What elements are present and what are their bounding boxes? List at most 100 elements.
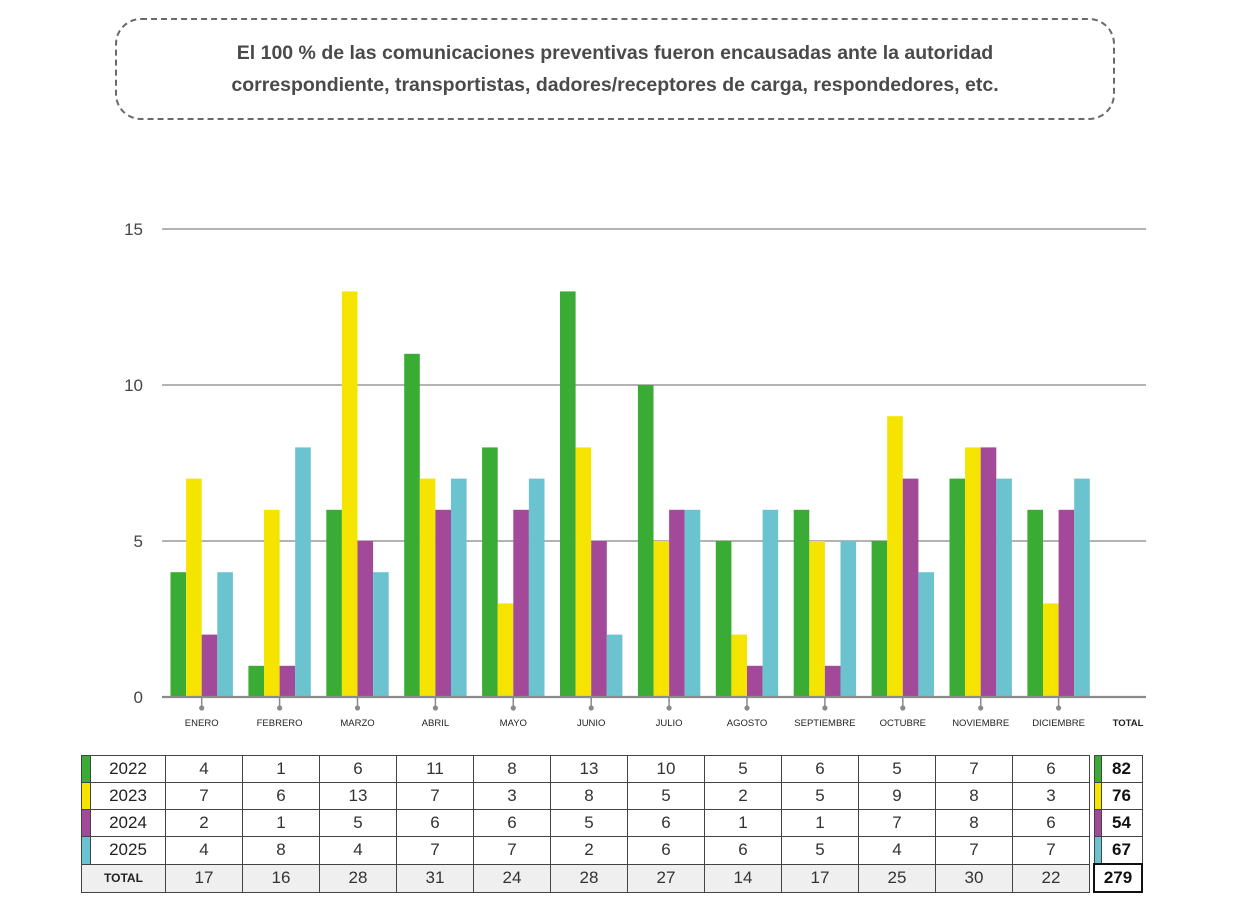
grand-total: 279 (1093, 863, 1143, 893)
bar-2023-enero (186, 478, 202, 697)
y-tick-label-0: 0 (134, 688, 143, 707)
bar-2024-mayo (513, 509, 529, 697)
x-label-abril: ABRIL (422, 718, 449, 729)
cell-2025-mayo: 7 (473, 836, 551, 865)
x-tick-dot-diciembre (1056, 705, 1062, 711)
bar-2025-febrero (295, 447, 311, 697)
series-label-2023: 2023 (90, 782, 166, 810)
cell-2022-julio: 10 (627, 755, 705, 783)
cell-2024-septiembre: 1 (781, 809, 859, 837)
cell-2023-julio: 5 (627, 782, 705, 810)
cell-2025-octubre: 4 (858, 836, 936, 865)
x-tick-dot-agosto (744, 705, 750, 711)
month-total-mayo: 24 (473, 863, 551, 893)
data-table-body: 2022 4 1 6 11 8 13 10 5 6 5 7 6 82 2023 7 6 13 7 3 8 5 2 5 9 8 3 76… (81, 755, 1143, 893)
bar-2022-diciembre (1027, 509, 1043, 697)
x-tick-dot-octubre (900, 705, 906, 711)
x-label-octubre: OCTUBRE (880, 718, 926, 729)
bar-2022-octubre (871, 541, 888, 697)
cell-2024-febrero: 1 (242, 809, 320, 837)
total-2023: 76 (1100, 782, 1143, 810)
bar-2025-septiembre (840, 541, 857, 697)
bar-2022-mayo (482, 447, 498, 697)
cell-2022-enero: 4 (165, 755, 243, 783)
cell-2023-junio: 8 (550, 782, 628, 810)
month-total-noviembre: 30 (935, 863, 1013, 893)
total-swatch-2024 (1093, 809, 1102, 837)
bar-2024-marzo (357, 541, 374, 697)
month-total-enero: 17 (165, 863, 243, 893)
cell-2024-noviembre: 8 (935, 809, 1013, 837)
bar-2025-abril (451, 478, 467, 697)
bar-2025-junio (606, 634, 623, 697)
cell-2022-marzo: 6 (319, 755, 397, 783)
legend-swatch-2023 (81, 782, 91, 810)
legend-swatch-2022 (81, 755, 91, 783)
month-total-septiembre: 17 (781, 863, 859, 893)
bar-2024-agosto (747, 665, 763, 697)
cell-2025-junio: 2 (550, 836, 628, 865)
total-2024: 54 (1100, 809, 1143, 837)
cell-2025-septiembre: 5 (781, 836, 859, 865)
series-label-2024: 2024 (90, 809, 166, 837)
cell-2023-octubre: 9 (858, 782, 936, 810)
cell-2025-febrero: 8 (242, 836, 320, 865)
bar-2023-septiembre (809, 541, 825, 697)
bar-2024-septiembre (824, 665, 841, 697)
bar-2025-julio (684, 509, 701, 697)
x-label-total: TOTAL (1113, 718, 1144, 729)
cell-2023-agosto: 2 (704, 782, 782, 810)
cell-2022-noviembre: 7 (935, 755, 1013, 783)
bar-2022-agosto (715, 541, 732, 697)
x-tick-dot-enero (199, 705, 205, 711)
cell-2024-mayo: 6 (473, 809, 551, 837)
bar-2023-julio (653, 541, 670, 697)
x-label-julio: JULIO (656, 718, 683, 729)
bar-2025-diciembre (1074, 478, 1090, 697)
data-table: 2022 4 1 6 11 8 13 10 5 6 5 7 6 82 2023 7 6 13 7 3 8 5 2 5 9 8 3 76… (81, 755, 1143, 893)
note-box: El 100 % de las comunicaciones preventiv… (115, 18, 1115, 120)
cell-2023-abril: 7 (396, 782, 474, 810)
month-total-febrero: 16 (242, 863, 320, 893)
bar-2024-abril (435, 509, 451, 697)
x-label-diciembre: DICIEMBRE (1032, 718, 1085, 729)
total-2022: 82 (1100, 755, 1143, 783)
cell-2025-diciembre: 7 (1012, 836, 1090, 865)
bar-2024-febrero (279, 665, 296, 697)
bar-2025-enero (217, 572, 233, 697)
x-tick-dot-junio (588, 705, 594, 711)
cell-2022-agosto: 5 (704, 755, 782, 783)
cell-2025-marzo: 4 (319, 836, 397, 865)
month-total-marzo: 28 (319, 863, 397, 893)
table-row-2023: 2023 7 6 13 7 3 8 5 2 5 9 8 3 76 (81, 782, 1143, 810)
bar-2022-julio (637, 385, 654, 697)
x-label-marzo: MARZO (340, 718, 374, 729)
cell-2024-abril: 6 (396, 809, 474, 837)
table-row-2024: 2024 2 1 5 6 6 5 6 1 1 7 8 6 54 (81, 809, 1143, 837)
bar-2023-octubre (887, 416, 903, 697)
bar-2023-junio (575, 447, 592, 697)
table-row-2022: 2022 4 1 6 11 8 13 10 5 6 5 7 6 82 (81, 755, 1143, 783)
bar-2023-agosto (731, 634, 747, 697)
cell-2022-octubre: 5 (858, 755, 936, 783)
cell-2023-septiembre: 5 (781, 782, 859, 810)
x-tick-dot-julio (666, 705, 672, 711)
cell-2025-enero: 4 (165, 836, 243, 865)
bar-2023-diciembre (1043, 603, 1059, 697)
bar-2023-abril (419, 478, 436, 697)
y-tick-label-5: 5 (134, 532, 143, 551)
cell-2023-marzo: 13 (319, 782, 397, 810)
bar-2025-noviembre (996, 478, 1012, 697)
bar-2022-marzo (326, 509, 342, 697)
bar-2024-enero (201, 634, 218, 697)
note-line-1: El 100 % de las comunicaciones preventiv… (236, 42, 994, 64)
cell-2022-junio: 13 (550, 755, 628, 783)
x-label-noviembre: NOVIEMBRE (952, 718, 1009, 729)
bar-2022-noviembre (949, 478, 966, 697)
x-tick-dot-mayo (510, 705, 516, 711)
month-total-abril: 31 (396, 863, 474, 893)
cell-2025-julio: 6 (627, 836, 705, 865)
cell-2024-enero: 2 (165, 809, 243, 837)
bar-2023-noviembre (965, 447, 981, 697)
x-tick-dot-noviembre (978, 705, 984, 711)
